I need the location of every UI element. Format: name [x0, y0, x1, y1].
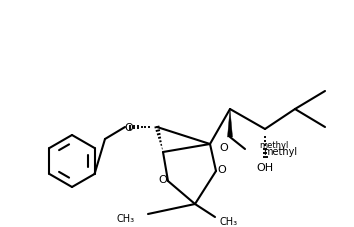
Text: CH₃: CH₃ [219, 216, 237, 226]
Text: methyl: methyl [259, 141, 289, 150]
Text: CH₃: CH₃ [117, 213, 135, 223]
Polygon shape [228, 109, 233, 137]
Text: O: O [219, 142, 228, 152]
Text: O: O [125, 122, 133, 132]
Text: methyl: methyl [263, 146, 297, 156]
Text: O: O [218, 164, 226, 174]
Text: OH: OH [256, 162, 274, 172]
Text: O: O [159, 174, 167, 184]
